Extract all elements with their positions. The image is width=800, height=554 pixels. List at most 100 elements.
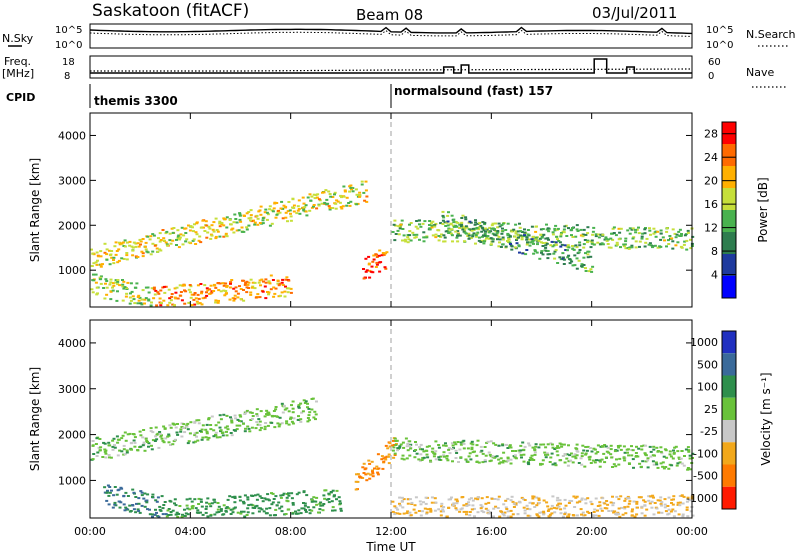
heatmap-cell — [689, 238, 692, 241]
heatmap-cell — [310, 195, 314, 198]
heatmap-cell — [239, 298, 243, 301]
heatmap-cell — [261, 500, 265, 503]
heatmap-cell — [360, 180, 364, 183]
heatmap-cell — [129, 299, 133, 302]
heatmap-cell — [125, 254, 129, 257]
heatmap-cell — [303, 402, 307, 404]
freq-tick-top: 18 — [62, 57, 75, 68]
heatmap-cell — [324, 189, 328, 192]
heatmap-cell — [321, 504, 325, 507]
heatmap-cell — [334, 207, 338, 210]
heatmap-cell — [152, 234, 156, 237]
heatmap-cell — [98, 278, 102, 281]
heatmap-cell — [141, 238, 145, 240]
heatmap-cell — [144, 297, 148, 300]
heatmap-cell — [482, 229, 486, 232]
heatmap-cell — [118, 506, 122, 509]
heatmap-cell — [178, 294, 182, 297]
heatmap-cell — [555, 507, 559, 510]
heatmap-cell — [482, 242, 486, 245]
heatmap-cell — [218, 414, 222, 417]
heatmap-cell — [105, 248, 109, 251]
heatmap-cell — [538, 257, 542, 260]
colorbar-segment — [722, 464, 736, 487]
heatmap-cell — [501, 444, 505, 447]
heatmap-cell — [340, 196, 343, 199]
heatmap-cell — [256, 423, 260, 426]
heatmap-cell — [355, 193, 359, 196]
heatmap-cell — [138, 296, 142, 299]
heatmap-cell — [549, 507, 553, 510]
heatmap-cell — [414, 225, 418, 228]
heatmap-cell — [534, 238, 538, 241]
heatmap-cell — [615, 512, 619, 515]
heatmap-cell — [384, 267, 388, 270]
heatmap-cell — [621, 513, 625, 516]
heatmap-cell — [475, 444, 479, 447]
heatmap-cell — [570, 234, 573, 237]
heatmap-cell — [486, 440, 490, 443]
heatmap-cell — [563, 453, 567, 455]
heatmap-cell — [480, 510, 484, 513]
heatmap-cell — [549, 244, 553, 247]
heatmap-cell — [614, 234, 618, 237]
heatmap-cell — [417, 510, 421, 512]
heatmap-cell — [673, 446, 677, 449]
heatmap-cell — [579, 508, 583, 511]
heatmap-cell — [460, 221, 464, 224]
heatmap-cell — [528, 508, 532, 511]
heatmap-cell — [308, 209, 312, 212]
heatmap-cell — [274, 514, 277, 517]
heatmap-cell — [644, 227, 647, 229]
heatmap-cell — [528, 514, 532, 517]
heatmap-cell — [331, 207, 335, 209]
heatmap-cell — [534, 230, 538, 233]
heatmap-cell — [465, 504, 469, 507]
heatmap-cell — [245, 514, 249, 516]
heatmap-cell — [590, 239, 594, 242]
heatmap-cell — [114, 281, 117, 284]
heatmap-cell — [205, 236, 209, 239]
heatmap-cell — [445, 455, 449, 457]
heatmap-cell — [258, 296, 262, 299]
heatmap-cell — [619, 227, 623, 230]
heatmap-cell — [103, 486, 107, 489]
heatmap-cell — [444, 444, 448, 447]
heatmap-cell — [615, 243, 619, 246]
heatmap-cell — [129, 292, 132, 295]
heatmap-cell — [122, 287, 126, 290]
heatmap-cell — [126, 495, 130, 497]
heatmap-cell — [345, 196, 349, 199]
heatmap-cell — [431, 220, 435, 223]
heatmap-cell — [391, 449, 395, 452]
heatmap-cell — [123, 239, 127, 242]
heatmap-cell — [217, 511, 221, 513]
heatmap-cell — [331, 196, 335, 198]
heatmap-cell — [243, 283, 247, 286]
heatmap-cell — [571, 227, 574, 229]
heatmap-cell — [546, 510, 550, 512]
heatmap-cell — [500, 232, 504, 235]
heatmap-cell — [107, 494, 111, 497]
heatmap-cell — [479, 224, 483, 227]
heatmap-cell — [458, 234, 462, 237]
heatmap-cell — [512, 502, 516, 505]
heatmap-cell — [509, 509, 513, 512]
heatmap-cell — [180, 435, 184, 438]
heatmap-cell — [572, 495, 576, 498]
heatmap-cell — [302, 490, 306, 493]
heatmap-cell — [360, 183, 364, 186]
power-heatmap — [90, 180, 695, 307]
heatmap-cell — [646, 466, 650, 469]
heatmap-cell — [402, 498, 406, 501]
heatmap-cell — [467, 504, 471, 507]
heatmap-cell — [631, 458, 635, 461]
heatmap-cell — [167, 288, 171, 291]
heatmap-cell — [462, 439, 466, 442]
heatmap-cell — [541, 228, 545, 230]
heatmap-cell — [312, 496, 316, 499]
heatmap-cell — [491, 455, 495, 458]
heatmap-cell — [343, 189, 347, 192]
heatmap-cell — [610, 509, 614, 512]
